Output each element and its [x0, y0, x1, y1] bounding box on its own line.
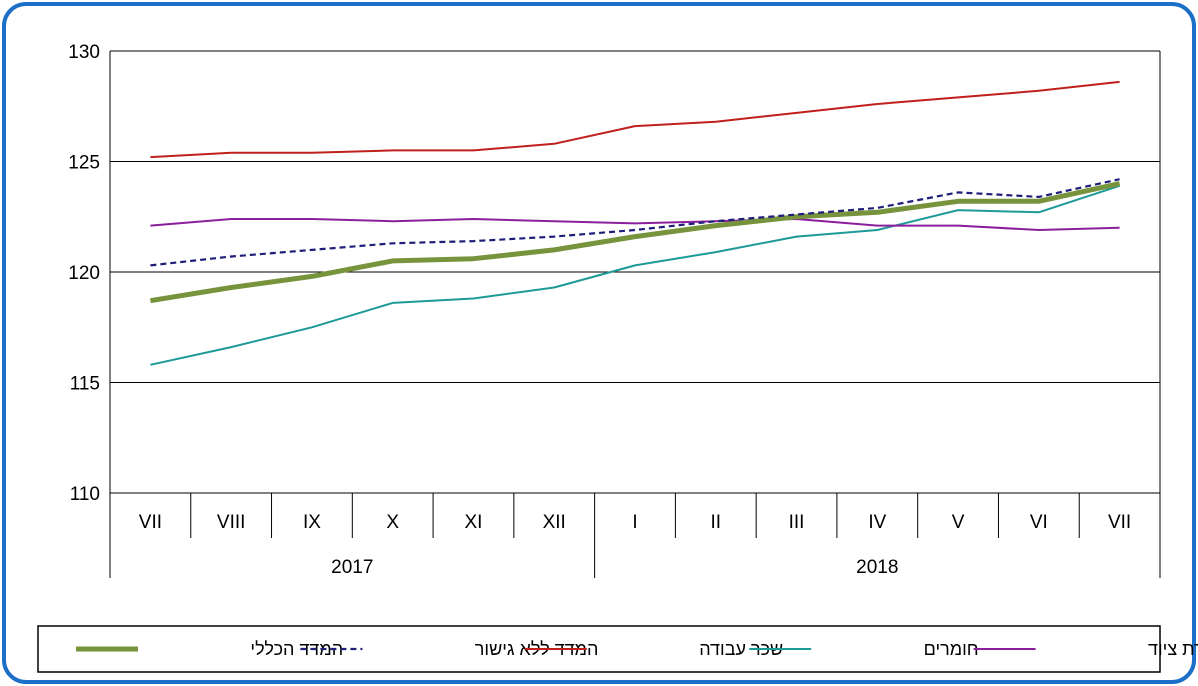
- legend-label: שכר עבודה: [699, 639, 783, 659]
- series-line: [150, 80, 1120, 159]
- legend-label: המדד הכללי: [250, 639, 343, 659]
- x-tick-label: III: [789, 512, 805, 533]
- x-tick-label: IV: [868, 512, 886, 533]
- x-tick-label: VI: [1030, 512, 1048, 533]
- series-layer: [149, 80, 1121, 366]
- y-tick-label: 130: [68, 42, 100, 63]
- legend-label: חומרים: [924, 639, 979, 659]
- y-tick-label: 110: [70, 484, 100, 505]
- y-tick-label: 125: [68, 153, 100, 174]
- series-line: [150, 178, 1120, 267]
- x-tick-label: XI: [464, 512, 482, 533]
- year-label: 2017: [331, 557, 373, 578]
- series-line: [150, 218, 1120, 231]
- x-tick-label: VII: [139, 512, 162, 533]
- series-line: [150, 184, 1120, 366]
- x-tick-label: XII: [543, 512, 566, 533]
- y-tick-label: 115: [70, 374, 100, 395]
- series-line: [149, 181, 1121, 304]
- grid-layer: [110, 50, 1160, 494]
- y-tick-label: 120: [68, 263, 100, 284]
- x-tick-label: VIII: [217, 512, 246, 533]
- year-label: 2018: [856, 557, 898, 578]
- x-tick-label: X: [386, 512, 399, 533]
- x-tick-label: VII: [1108, 512, 1131, 533]
- legend-box: [37, 625, 1161, 673]
- x-tick-label: V: [952, 512, 965, 533]
- x-tick-label: IX: [303, 512, 321, 533]
- x-tick-label: I: [632, 512, 637, 533]
- legend-label: שכירת ציוד: [1148, 639, 1198, 659]
- x-tick-label: II: [710, 512, 721, 533]
